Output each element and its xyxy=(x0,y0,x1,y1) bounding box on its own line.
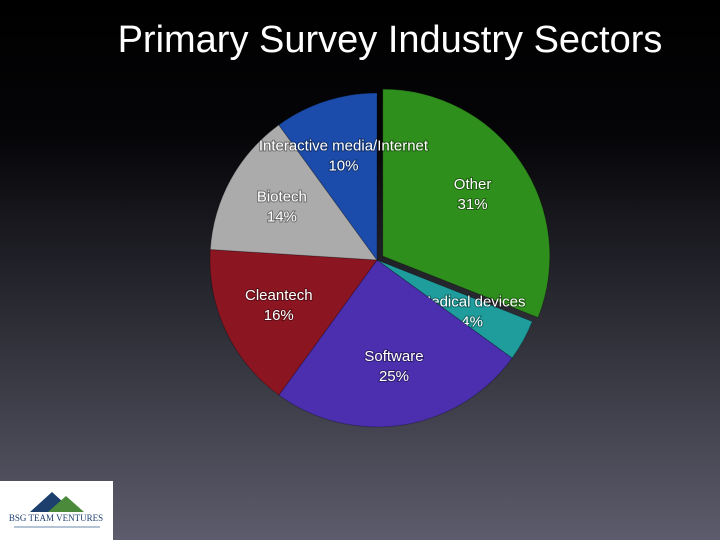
pie-slice xyxy=(382,88,551,319)
slice-label: Software xyxy=(364,348,423,365)
slice-label: Other xyxy=(454,176,492,193)
slice-label: Biotech xyxy=(257,189,307,206)
slice-value-label: 14% xyxy=(267,209,297,226)
slice-label: Cleantech xyxy=(245,287,313,304)
pie-slice xyxy=(376,259,533,359)
logo-mark xyxy=(48,496,84,512)
pie-slice xyxy=(278,92,378,262)
pie-slice xyxy=(278,259,513,428)
pie-slice xyxy=(209,248,378,396)
pie-slice xyxy=(209,124,379,261)
slice-label: Medical devices xyxy=(419,293,526,310)
slice-value-label: 10% xyxy=(328,158,358,175)
chart-title: Primary Survey Industry Sectors xyxy=(118,19,663,61)
slice-value-label: 16% xyxy=(264,307,294,324)
logo-text: BSG TEAM VENTURES xyxy=(9,513,103,523)
logo: BSG TEAM VENTURES xyxy=(0,481,113,540)
slice-value-label: 25% xyxy=(379,368,409,385)
slice-value-label: 31% xyxy=(458,196,488,213)
slice-label: Interactive media/Internet xyxy=(259,138,429,155)
